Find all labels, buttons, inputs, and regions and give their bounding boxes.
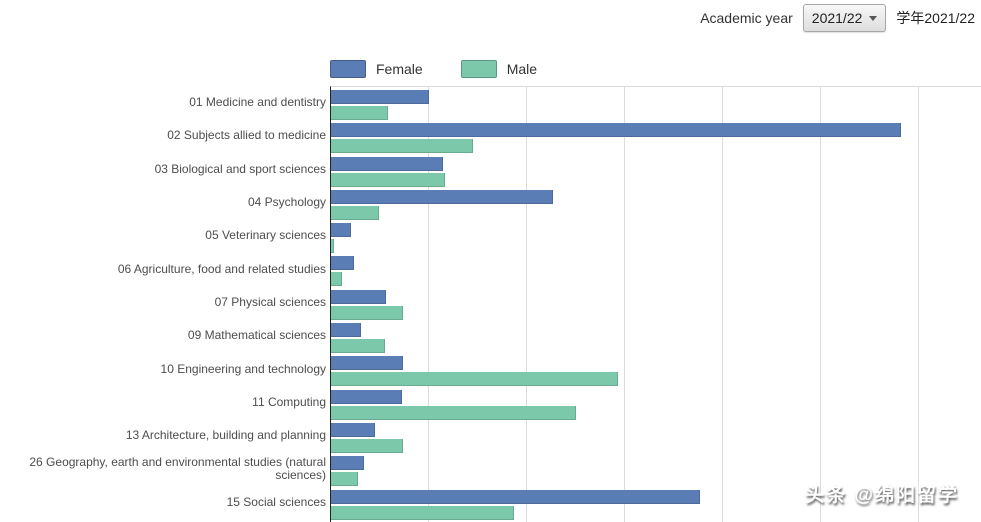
bar-male[interactable] xyxy=(331,438,403,453)
category-label: 03 Biological and sport sciences xyxy=(154,161,326,176)
bar-male[interactable] xyxy=(331,405,576,420)
bar-male[interactable] xyxy=(331,472,358,487)
category-label: 13 Architecture, building and planning xyxy=(125,428,326,443)
category-label: 05 Veterinary sciences xyxy=(205,228,326,243)
male-swatch-icon xyxy=(460,60,497,78)
bar-female[interactable] xyxy=(331,90,429,104)
academic-year-control: Academic year 2021/22 学年2021/22 xyxy=(700,4,975,32)
bar-group xyxy=(331,120,981,154)
academic-year-label: Academic year xyxy=(700,10,793,26)
category-label: 09 Mathematical sciences xyxy=(187,328,326,343)
caret-down-icon xyxy=(869,15,878,21)
bar-group xyxy=(331,453,981,487)
category-label: 04 Psychology xyxy=(247,195,326,210)
category-label: 10 Engineering and technology xyxy=(160,361,326,376)
legend: Female Male xyxy=(330,60,537,78)
category-label: 26 Geography, earth and environmental st… xyxy=(29,454,326,482)
bar-group xyxy=(331,320,981,354)
bar-female[interactable] xyxy=(331,389,402,404)
labels-column: 01 Medicine and dentistry 02 Subjects all… xyxy=(0,86,330,522)
category-label: 15 Social sciences xyxy=(226,494,326,509)
bar-female[interactable] xyxy=(331,256,354,271)
bar-female[interactable] xyxy=(331,223,351,238)
bar-female[interactable] xyxy=(331,422,375,437)
bar-group xyxy=(331,420,981,453)
category-label: 01 Medicine and dentistry xyxy=(189,95,326,110)
bar-group xyxy=(331,487,981,520)
bar-group xyxy=(331,287,981,320)
bar-chart: 01 Medicine and dentistry 02 Subjects all… xyxy=(0,86,981,522)
bar-male[interactable] xyxy=(331,106,388,120)
bar-female[interactable] xyxy=(331,489,701,504)
bar-group xyxy=(331,253,981,287)
academic-year-select[interactable]: 2021/22 xyxy=(802,4,887,32)
category-label: 06 Agriculture, food and related studies xyxy=(117,261,326,276)
legend-item-female[interactable]: Female xyxy=(330,60,423,78)
female-swatch-icon xyxy=(330,60,366,78)
bar-female[interactable] xyxy=(331,123,901,138)
bar-female[interactable] xyxy=(331,323,361,338)
bar-female[interactable] xyxy=(331,189,553,204)
bar-group xyxy=(331,387,981,420)
bar-female[interactable] xyxy=(331,156,443,171)
bar-group xyxy=(331,220,981,254)
bar-female[interactable] xyxy=(331,289,387,304)
legend-label-female: Female xyxy=(376,61,423,77)
legend-item-male[interactable]: Male xyxy=(460,60,538,78)
academic-year-select-value: 2021/22 xyxy=(811,10,863,26)
bar-male[interactable] xyxy=(331,239,334,254)
bar-male[interactable] xyxy=(331,139,473,154)
academic-year-label-cn: 学年2021/22 xyxy=(896,10,975,26)
bar-female[interactable] xyxy=(331,356,403,371)
bar-group xyxy=(331,87,981,120)
bar-male[interactable] xyxy=(331,272,342,287)
category-label: 02 Subjects allied to medicine xyxy=(167,128,326,143)
plot-area xyxy=(330,86,981,522)
bar-male[interactable] xyxy=(331,205,380,220)
bar-male[interactable] xyxy=(331,339,386,354)
category-label: 07 Physical sciences xyxy=(214,294,326,309)
bar-male[interactable] xyxy=(331,505,515,520)
legend-label-male: Male xyxy=(506,61,538,77)
bar-female[interactable] xyxy=(331,456,364,471)
bar-group xyxy=(331,154,981,187)
bar-male[interactable] xyxy=(331,372,618,387)
bar-male[interactable] xyxy=(331,305,403,320)
bar-male[interactable] xyxy=(331,172,446,187)
watermark: 头条 @绵阳留学 xyxy=(805,485,959,506)
bar-group xyxy=(331,353,981,387)
bar-group xyxy=(331,187,981,220)
category-label: 11 Computing xyxy=(252,394,326,409)
